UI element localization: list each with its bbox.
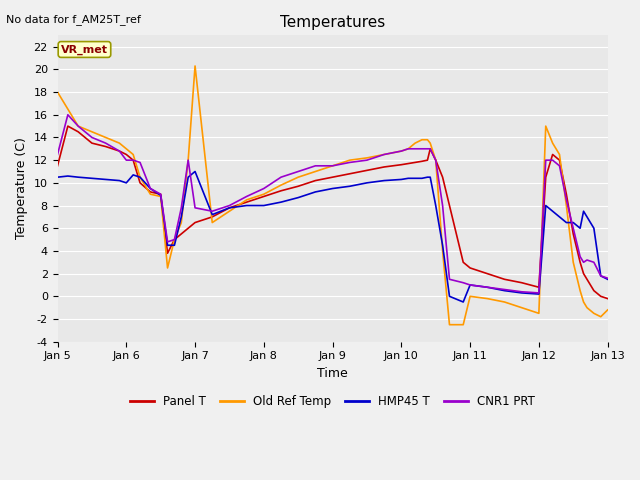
CNR1 PRT	[535, 290, 543, 296]
CNR1 PRT	[439, 203, 447, 208]
Text: No data for f_AM25T_ref: No data for f_AM25T_ref	[6, 14, 141, 25]
CNR1 PRT	[542, 157, 550, 163]
Old Ref Temp	[445, 322, 453, 327]
Old Ref Temp	[439, 248, 447, 254]
Line: Panel T: Panel T	[58, 126, 607, 299]
CNR1 PRT	[54, 152, 61, 157]
Old Ref Temp	[184, 157, 192, 163]
Line: CNR1 PRT: CNR1 PRT	[58, 115, 607, 293]
Old Ref Temp	[460, 322, 467, 327]
Old Ref Temp	[604, 307, 611, 313]
Panel T	[576, 259, 584, 265]
Line: Old Ref Temp: Old Ref Temp	[58, 66, 607, 324]
CNR1 PRT	[426, 146, 434, 152]
HMP45 T	[445, 293, 453, 299]
HMP45 T	[439, 242, 447, 248]
Panel T	[64, 123, 72, 129]
Panel T	[535, 284, 543, 290]
Line: HMP45 T: HMP45 T	[58, 171, 607, 302]
HMP45 T	[191, 168, 199, 174]
Old Ref Temp	[191, 63, 199, 69]
Legend: Panel T, Old Ref Temp, HMP45 T, CNR1 PRT: Panel T, Old Ref Temp, HMP45 T, CNR1 PRT	[125, 391, 540, 413]
CNR1 PRT	[445, 276, 453, 282]
HMP45 T	[460, 299, 467, 305]
Text: VR_met: VR_met	[61, 44, 108, 55]
HMP45 T	[54, 174, 61, 180]
Panel T	[604, 296, 611, 301]
HMP45 T	[604, 276, 611, 282]
Title: Temperatures: Temperatures	[280, 15, 385, 30]
X-axis label: Time: Time	[317, 367, 348, 380]
Old Ref Temp	[424, 137, 431, 143]
CNR1 PRT	[191, 205, 199, 211]
Panel T	[191, 220, 199, 226]
HMP45 T	[184, 174, 192, 180]
HMP45 T	[426, 174, 434, 180]
HMP45 T	[542, 203, 550, 208]
CNR1 PRT	[64, 112, 72, 118]
Panel T	[54, 163, 61, 168]
Y-axis label: Temperature (C): Temperature (C)	[15, 138, 28, 240]
HMP45 T	[424, 174, 431, 180]
Old Ref Temp	[426, 140, 434, 146]
CNR1 PRT	[424, 146, 431, 152]
Panel T	[426, 146, 434, 152]
Panel T	[439, 174, 447, 180]
CNR1 PRT	[604, 276, 611, 281]
Old Ref Temp	[54, 89, 61, 95]
Old Ref Temp	[542, 123, 550, 129]
Panel T	[424, 157, 431, 163]
